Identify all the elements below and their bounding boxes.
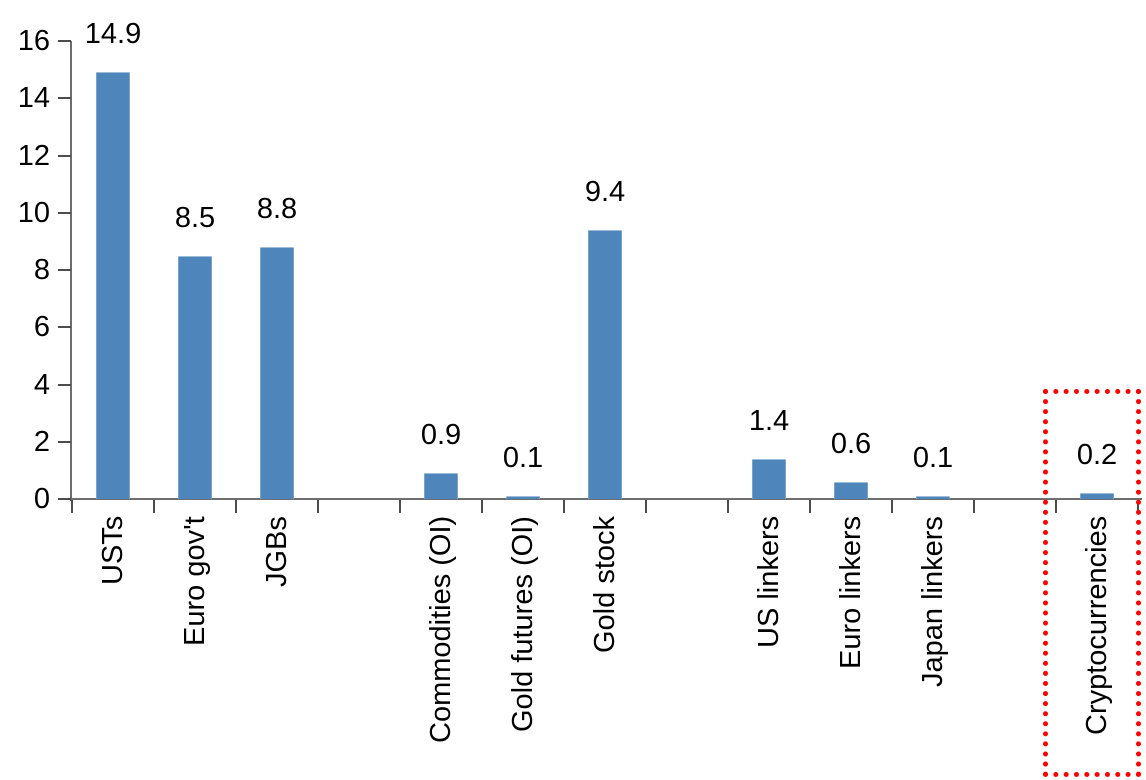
- y-tick-label: 0: [33, 483, 50, 515]
- x-tick: [645, 500, 647, 513]
- y-tick-label: 6: [33, 311, 50, 344]
- bar-value-label: 0.2: [1076, 439, 1118, 471]
- category-label: Gold futures (OI): [507, 516, 539, 732]
- y-tick-label: 8: [33, 254, 50, 286]
- category-label: JGBs: [261, 516, 293, 587]
- x-tick: [481, 500, 483, 513]
- category-label: Gold stock: [589, 516, 621, 653]
- y-tick-label: 16: [17, 25, 50, 57]
- x-tick: [973, 500, 975, 513]
- highlight-box-cryptocurrencies: [1043, 389, 1141, 777]
- y-tick-label: 10: [17, 196, 50, 229]
- y-tick: [58, 211, 71, 214]
- y-tick-label: 2: [33, 425, 50, 458]
- bar-commodities-oi-: [424, 473, 458, 499]
- y-axis-line: [70, 41, 72, 501]
- x-tick: [235, 500, 237, 513]
- category-label: Commodities (OI): [425, 516, 457, 744]
- bar-value-label: 0.1: [912, 442, 954, 474]
- y-tick: [58, 269, 71, 271]
- category-label: USTs: [97, 516, 129, 586]
- category-label: Euro linkers: [835, 516, 867, 670]
- x-tick: [809, 500, 811, 513]
- x-tick: [1055, 500, 1057, 513]
- x-axis-line: [70, 498, 1142, 500]
- bar-japan-linkers: [916, 496, 950, 499]
- y-tick: [58, 97, 71, 100]
- y-tick: [58, 40, 71, 42]
- category-label: Japan linkers: [917, 516, 949, 687]
- bar-value-label: 0.1: [502, 442, 544, 474]
- x-tick: [727, 500, 729, 513]
- bar-usts: [96, 72, 130, 499]
- bar-euro-gov-t: [178, 256, 212, 499]
- bar-euro-linkers: [834, 482, 868, 499]
- y-tick: [58, 498, 71, 500]
- category-label: US linkers: [753, 516, 785, 649]
- y-tick: [58, 440, 71, 443]
- y-tick: [58, 383, 71, 386]
- bar-gold-stock: [588, 230, 622, 499]
- y-tick-label: 14: [17, 82, 50, 115]
- bar-value-label: 8.8: [256, 193, 298, 225]
- y-tick-label: 12: [17, 139, 50, 172]
- x-tick: [891, 500, 893, 513]
- bar-value-label: 1.4: [748, 405, 790, 437]
- x-tick: [153, 500, 155, 513]
- bar-cryptocurrencies: [1080, 493, 1114, 499]
- y-tick: [58, 326, 71, 329]
- y-tick: [58, 154, 71, 157]
- bar-value-label: 14.9: [84, 18, 142, 50]
- bar-jgbs: [260, 247, 294, 499]
- bar-gold-futures-oi-: [506, 496, 540, 499]
- bar-us-linkers: [752, 459, 786, 499]
- bar-value-label: 8.5: [174, 202, 216, 234]
- x-tick: [71, 500, 73, 513]
- x-tick: [317, 500, 319, 513]
- bar-value-label: 9.4: [584, 176, 626, 208]
- y-tick-label: 4: [33, 368, 50, 401]
- bar-value-label: 0.9: [420, 419, 462, 451]
- bar-value-label: 0.6: [830, 428, 872, 460]
- category-label: Euro gov't: [179, 516, 211, 646]
- x-tick: [563, 500, 565, 513]
- x-tick: [399, 500, 401, 513]
